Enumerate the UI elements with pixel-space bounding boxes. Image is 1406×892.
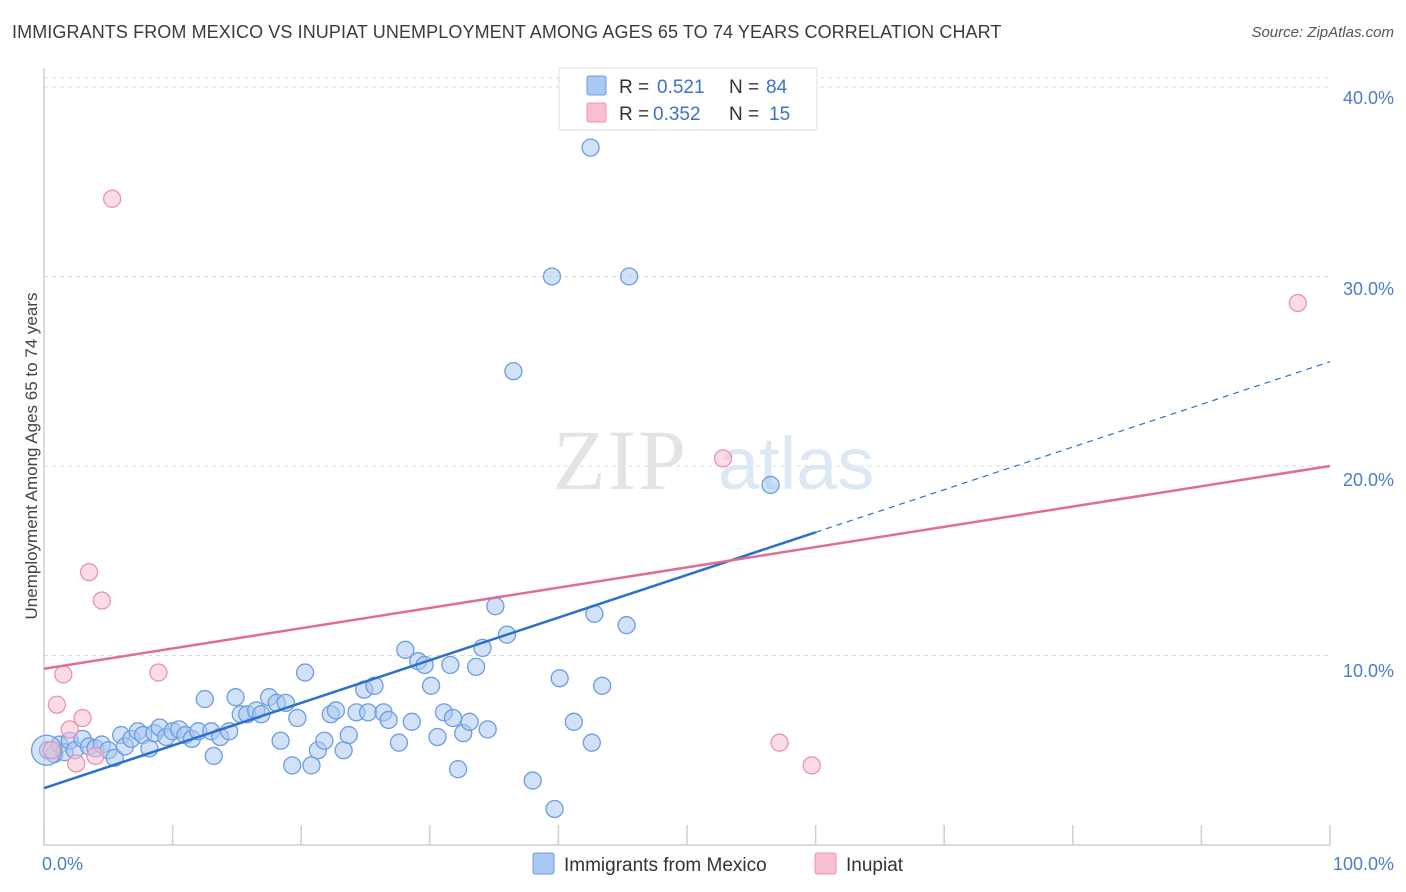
legend-n-label: N =: [729, 104, 759, 125]
trend-line-inupiat: [43, 464, 1331, 670]
data-point-mexico: [504, 362, 523, 381]
data-point-mexico: [592, 676, 612, 695]
bottom-legend-swatch-inupiat: [814, 852, 837, 875]
data-point-mexico: [358, 703, 378, 722]
y-tick-label: 30.0%: [1343, 279, 1394, 299]
data-point-inupiat: [54, 665, 73, 684]
data-point-mexico: [441, 655, 460, 675]
chart-title: IMMIGRANTS FROM MEXICO VS INUPIAT UNEMPL…: [12, 22, 1002, 42]
data-point-mexico: [617, 616, 636, 635]
legend-r-label: R =: [619, 77, 649, 98]
trend-lines: [43, 361, 1331, 790]
trend-line-mexico: [43, 531, 816, 790]
data-point-mexico: [581, 138, 600, 157]
legend-r-label: R =: [619, 104, 649, 125]
data-point-mexico: [204, 746, 223, 766]
data-point-mexico: [288, 708, 307, 728]
data-point-mexico: [466, 657, 486, 677]
data-point-mexico: [396, 640, 415, 659]
y-tick-label: 40.0%: [1343, 88, 1394, 108]
data-point-mexico: [478, 720, 497, 739]
y-tick-labels: 40.0% 30.0% 20.0% 10.0%: [1343, 88, 1394, 681]
data-point-mexico: [402, 712, 421, 731]
data-point-mexico: [761, 475, 780, 495]
data-point-inupiat: [79, 562, 99, 582]
watermark-atlas: atlas: [718, 422, 874, 505]
data-point-mexico: [226, 688, 245, 707]
bottom-legend-label: Immigrants from Mexico: [564, 855, 767, 876]
legend-r-value: 0.352: [653, 104, 701, 125]
data-point-mexico: [302, 756, 321, 775]
bottom-legend: Immigrants from Mexico Inupiat: [532, 852, 904, 876]
data-point-mexico: [460, 712, 479, 731]
gridlines: [44, 77, 1330, 656]
data-point-inupiat: [92, 591, 112, 610]
data-point-mexico: [486, 597, 505, 616]
data-point-mexico: [421, 676, 441, 695]
x-tick-labels: 0.0% 100.0%: [42, 854, 1394, 874]
watermark-zip: ZIP: [553, 412, 688, 508]
data-point-inupiat: [67, 754, 86, 773]
x-tick-label: 100.0%: [1333, 854, 1394, 874]
trend-line-mexico-projection: [815, 361, 1331, 533]
data-point-mexico: [545, 799, 564, 819]
data-point-mexico: [428, 727, 447, 747]
data-point-mexico: [523, 771, 542, 790]
data-point-inupiat: [1288, 293, 1307, 313]
data-point-mexico: [448, 760, 468, 779]
data-point-inupiat: [86, 746, 105, 766]
data-point-mexico: [619, 267, 639, 286]
legend-swatch-mexico: [586, 75, 607, 96]
data-point-mexico: [339, 725, 358, 745]
data-point-mexico: [283, 756, 302, 775]
legend-n-value: 15: [769, 104, 790, 125]
data-point-mexico: [443, 708, 463, 728]
legend-r-value: 0.521: [657, 77, 705, 98]
data-point-mexico: [295, 663, 315, 682]
bottom-legend-label: Inupiat: [846, 855, 904, 876]
data-point-mexico: [326, 701, 346, 720]
data-point-inupiat: [103, 189, 122, 208]
axes: [43, 68, 1331, 846]
data-point-mexico: [271, 731, 290, 750]
bottom-legend-swatch-mexico: [532, 852, 555, 875]
y-tick-label: 10.0%: [1343, 661, 1394, 681]
data-point-inupiat: [770, 733, 789, 752]
series-inupiat: [42, 189, 1307, 775]
data-point-inupiat: [73, 708, 92, 728]
data-point-inupiat: [60, 720, 79, 739]
legend-box: R = 0.521 N = 84 R = 0.352 N = 15: [558, 67, 818, 131]
data-point-inupiat: [42, 741, 61, 760]
data-point-mexico: [564, 712, 583, 731]
data-point-mexico: [334, 741, 353, 760]
data-point-inupiat: [713, 449, 733, 468]
x-tick-label: 0.0%: [42, 854, 83, 874]
data-point-mexico: [315, 731, 334, 750]
legend-swatch-inupiat: [586, 102, 607, 123]
data-point-mexico: [542, 267, 562, 286]
data-point-mexico: [195, 689, 214, 709]
data-point-mexico: [379, 710, 398, 730]
y-tick-label: 20.0%: [1343, 470, 1394, 490]
y-axis-label: Unemployment Among Ages 65 to 74 years: [22, 293, 41, 620]
data-point-inupiat: [47, 695, 67, 714]
data-point-inupiat: [802, 756, 821, 775]
watermark: ZIP atlas: [553, 412, 874, 508]
data-point-inupiat: [149, 663, 168, 682]
legend-n-label: N =: [729, 77, 759, 98]
legend-n-value: 84: [766, 77, 788, 98]
data-point-mexico: [550, 669, 569, 688]
chart-source: Source: ZipAtlas.com: [1251, 24, 1394, 41]
data-point-mexico: [582, 733, 601, 752]
data-point-mexico: [389, 733, 409, 752]
